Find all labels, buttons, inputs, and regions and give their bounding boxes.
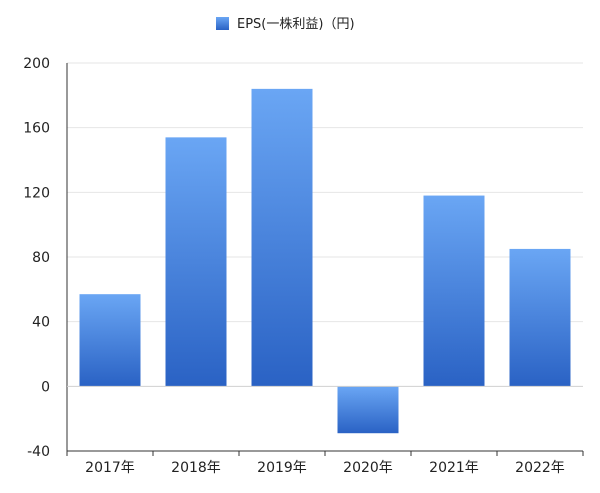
bar	[423, 195, 485, 387]
y-tick-label: 160	[23, 121, 50, 137]
y-tick-label: 0	[41, 379, 50, 395]
legend-label: EPS(一株利益)（円)	[237, 17, 355, 32]
bar	[165, 137, 227, 387]
axes	[66, 63, 584, 456]
y-tick-label: -40	[27, 444, 50, 460]
y-tick-label: 80	[32, 250, 50, 266]
legend: EPS(一株利益)（円)	[216, 17, 355, 32]
y-tick-label: 200	[23, 56, 50, 72]
y-tick-label: 40	[32, 315, 50, 331]
bar	[337, 386, 399, 434]
x-tick-label: 2019年	[257, 460, 307, 476]
y-axis-ticks: -40 0 40 80 120 160 200	[23, 56, 50, 460]
bars	[79, 88, 571, 434]
y-tick-label: 120	[23, 185, 50, 201]
bar	[509, 248, 571, 387]
x-tick-label: 2020年	[343, 460, 393, 476]
x-axis-ticks: 2017年 2018年 2019年 2020年 2021年 2022年	[85, 460, 565, 476]
bar	[251, 88, 313, 387]
x-tick-label: 2017年	[85, 460, 135, 476]
x-tick-label: 2022年	[515, 460, 565, 476]
bar	[79, 294, 141, 387]
x-tick-label: 2018年	[171, 460, 221, 476]
gridlines	[67, 62, 583, 452]
legend-swatch	[216, 17, 229, 30]
x-tick-label: 2021年	[429, 460, 479, 476]
